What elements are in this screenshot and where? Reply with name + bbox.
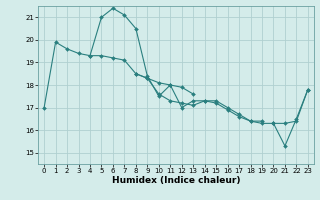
X-axis label: Humidex (Indice chaleur): Humidex (Indice chaleur) bbox=[112, 176, 240, 185]
